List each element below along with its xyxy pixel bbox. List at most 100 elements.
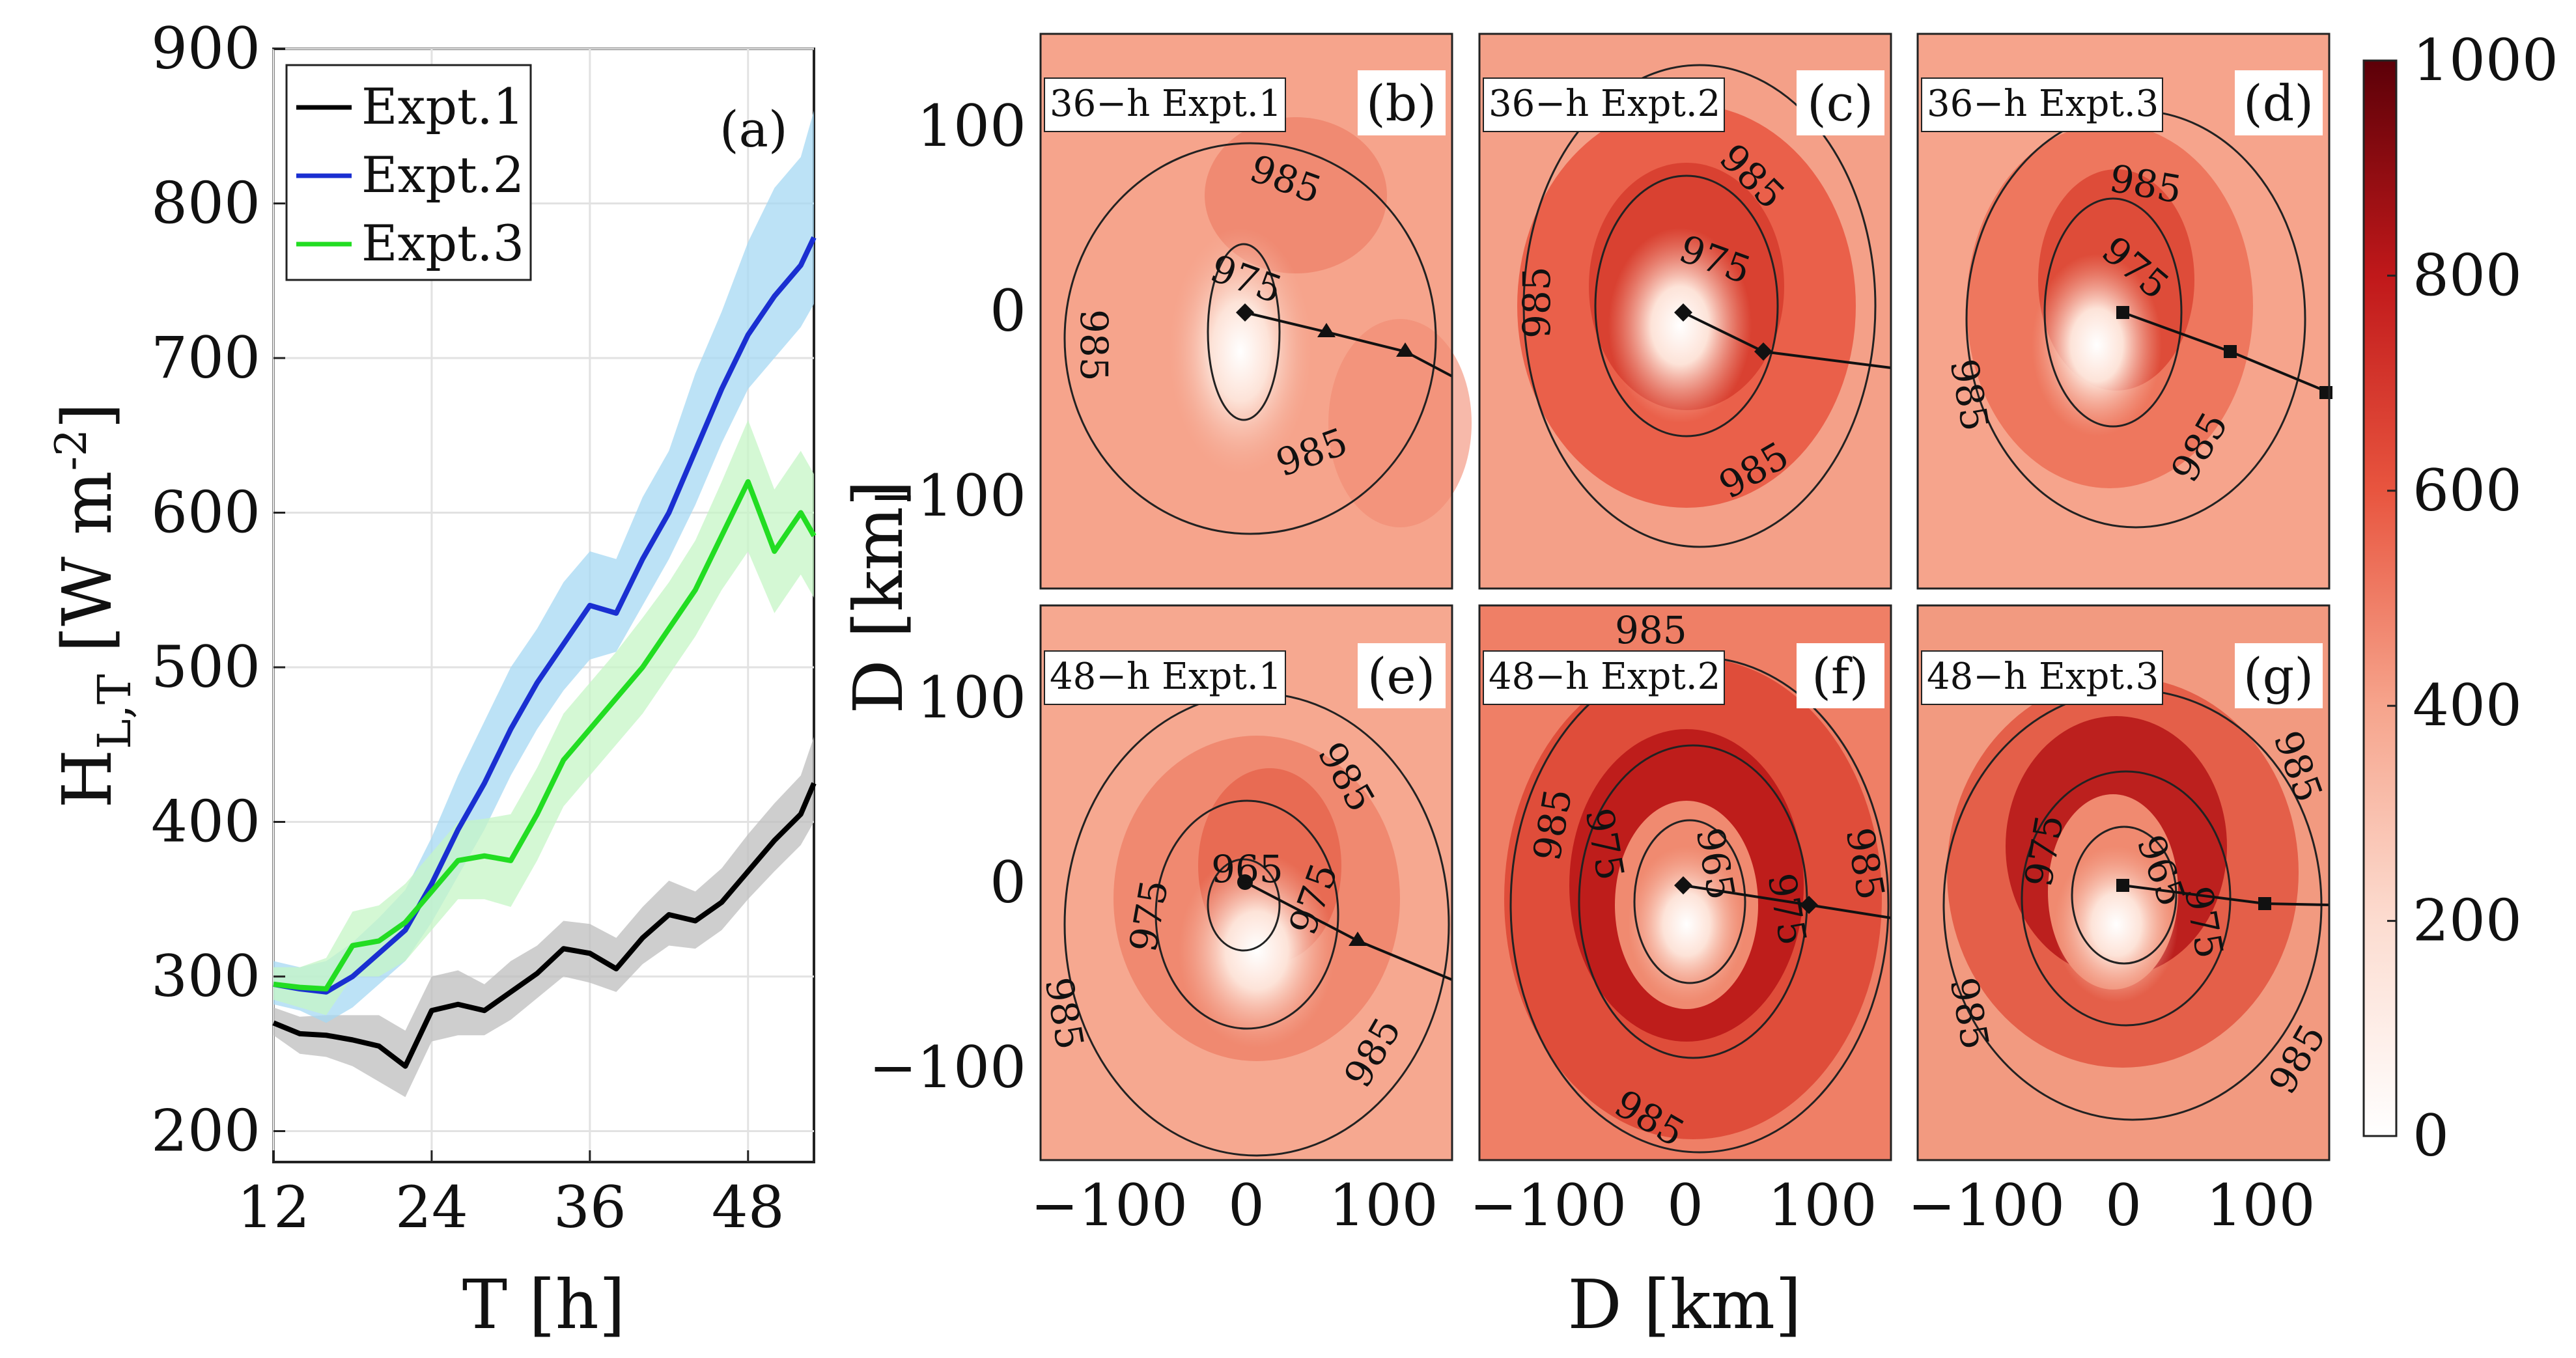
panel-c-letter: (c) xyxy=(1807,74,1873,132)
panel-d-letter-box xyxy=(2235,70,2323,135)
colorbar: 0 200 400 600 800 1000 xyxy=(2362,27,2558,1169)
panel-a-ticks: 200 300 400 500 600 700 800 900 12 24 36 48 xyxy=(151,15,785,1241)
panel-g-title: 48−h Expt.3 xyxy=(1927,656,2159,698)
y-tick-label-900: 900 xyxy=(151,15,260,82)
panel-c-contour-985 xyxy=(1522,64,1877,548)
map-y-tick-label-top-100: 100 xyxy=(917,92,1026,159)
panel-f-track-marker-1 xyxy=(1800,896,1818,914)
panel-a-bands xyxy=(273,111,814,1098)
panel-g-title-box xyxy=(1921,650,2163,705)
panel-f-track-marker-0 xyxy=(1674,876,1692,894)
series-line-expt1 xyxy=(272,782,817,1069)
map-y-tick-label-bottom-0: 0 xyxy=(990,849,1026,916)
map-x-tick-label-0-0: 0 xyxy=(1228,1172,1265,1239)
panel-b-title-box xyxy=(1044,77,1286,132)
panel-b-letter: (b) xyxy=(1366,74,1436,132)
panel-b-track-marker-0 xyxy=(1236,303,1254,322)
panel-e-track-marker-0 xyxy=(1237,874,1253,890)
panel-b-track xyxy=(1244,311,1453,378)
map-x-tick-label-0--100: −100 xyxy=(1030,1172,1188,1239)
panel-e-track-marker-1 xyxy=(1349,932,1367,946)
map-x-tick-label-1-0: 0 xyxy=(1667,1172,1703,1239)
panel-g-frame xyxy=(1916,604,2331,1161)
y-tick-label-300: 300 xyxy=(151,943,260,1010)
panel-e: 965 975 975 985 985 985 48−h Expt.1 (e) xyxy=(1036,604,1453,1161)
map-y-tick-label-top--100: −100 xyxy=(869,462,1026,529)
band-expt3 xyxy=(273,420,814,1016)
band-expt1 xyxy=(273,736,814,1098)
ylabel-main: H xyxy=(48,749,127,809)
panel-f-title-box xyxy=(1483,650,1725,705)
panel-c-frame xyxy=(1478,33,1892,590)
map-x-tick-label-1--100: −100 xyxy=(1469,1172,1627,1239)
panel-c-track-marker-1 xyxy=(1754,342,1772,361)
colorbar-tick-label-400: 400 xyxy=(2413,672,2522,739)
y-tick-label-200: 200 xyxy=(151,1098,260,1165)
panel-e-letter-box xyxy=(1358,643,1446,708)
panel-c: 975 985 985 985 36−h Expt.2 (c) xyxy=(1478,33,1892,590)
panel-c-contour-975 xyxy=(1594,174,1779,437)
map-x-tick-label-2-0: 0 xyxy=(2105,1172,2142,1239)
panel-f-core xyxy=(1628,846,1745,1003)
panel-e-core xyxy=(1179,853,1335,1048)
panel-d-track-marker-0 xyxy=(2116,306,2129,319)
map-tick-labels: −100 0 100 −100 0 100 −100 0 100 −100 0 100 −100 0 100 xyxy=(869,92,2315,1239)
legend-label-expt3: Expt.3 xyxy=(361,214,524,272)
panel-d-letter: (d) xyxy=(2243,74,2314,132)
panel-f-letter-box xyxy=(1797,643,1884,708)
colorbar-tick-label-600: 600 xyxy=(2413,457,2522,524)
series-line-expt3 xyxy=(273,479,817,991)
x-tick-label-48: 48 xyxy=(712,1174,785,1241)
ylabel-units-exp: -2 xyxy=(46,429,96,471)
map-x-tick-label-1-100: 100 xyxy=(1768,1172,1877,1239)
panel-c-track-marker-0 xyxy=(1674,303,1692,322)
panel-b-frame xyxy=(1039,33,1453,590)
y-tick-label-400: 400 xyxy=(151,788,260,855)
panel-d-track-marker-1 xyxy=(2224,345,2237,358)
panel-g-letter: (g) xyxy=(2243,647,2314,705)
panel-a-ylabel: HL,T [W m-2] xyxy=(46,402,141,808)
panel-d-title: 36−h Expt.3 xyxy=(1927,83,2159,125)
panel-b-core xyxy=(1169,228,1312,475)
colorbar-tick-label-1000: 1000 xyxy=(2413,27,2558,94)
panel-b-track-marker-1 xyxy=(1317,323,1336,337)
panel-b-track-marker-2 xyxy=(1396,342,1414,357)
ylabel-units-open: [W m xyxy=(48,471,127,674)
colorbar-ticks: 0 200 400 600 800 1000 xyxy=(2387,27,2558,1169)
panel-g: 965 975 975 985 985 985 48−h Expt.3 (g) xyxy=(1916,604,2334,1161)
colorbar-tick-label-200: 200 xyxy=(2413,887,2522,954)
panel-f-title: 48−h Expt.2 xyxy=(1489,656,1720,698)
map-panels: 975 985 985 985 36−h Expt.1 (b) 975 985 … xyxy=(839,33,2334,1344)
panel-f-contour-label-985d: 985 xyxy=(1615,608,1687,652)
panel-d-frame xyxy=(1916,33,2331,590)
x-tick-label-24: 24 xyxy=(395,1174,468,1241)
panel-a-xlabel: T [h] xyxy=(462,1265,626,1344)
panel-c-title: 36−h Expt.2 xyxy=(1489,83,1720,125)
legend-label-expt1: Expt.1 xyxy=(361,77,524,135)
panel-a-lines xyxy=(272,236,817,1069)
panel-g-letter-box xyxy=(2235,643,2323,708)
panel-e-contour-label-965: 965 xyxy=(1211,847,1283,891)
colorbar-tick-label-800: 800 xyxy=(2413,242,2522,309)
map-x-tick-label-0-100: 100 xyxy=(1329,1172,1438,1239)
panel-f-frame xyxy=(1478,604,1892,1161)
x-tick-label-12: 12 xyxy=(237,1174,310,1241)
panel-f-contour-965 xyxy=(1633,819,1746,984)
panel-g-contour-965 xyxy=(2071,825,2177,965)
panel-c-letter-box xyxy=(1797,70,1884,135)
panel-b-warm-patch-2 xyxy=(1328,319,1472,527)
panel-b-contour-975 xyxy=(1207,243,1281,421)
panel-c-core xyxy=(1608,228,1752,423)
y-tick-label-500: 500 xyxy=(151,633,260,700)
legend-label-expt2: Expt.2 xyxy=(361,146,524,204)
panel-d-contour-975 xyxy=(2043,197,2183,428)
panel-d-track-marker-2 xyxy=(2319,386,2332,399)
panel-b-title: 36−h Expt.1 xyxy=(1050,83,1281,125)
panel-f-letter: (f) xyxy=(1812,647,1868,705)
panel-e-title-box xyxy=(1044,650,1286,705)
map-y-tick-label-top-0: 0 xyxy=(990,277,1026,344)
panel-a-letter: (a) xyxy=(720,100,788,158)
panel-d: 975 985 985 985 36−h Expt.3 (d) xyxy=(1916,33,2332,590)
ylabel-units-close: ] xyxy=(48,402,127,429)
